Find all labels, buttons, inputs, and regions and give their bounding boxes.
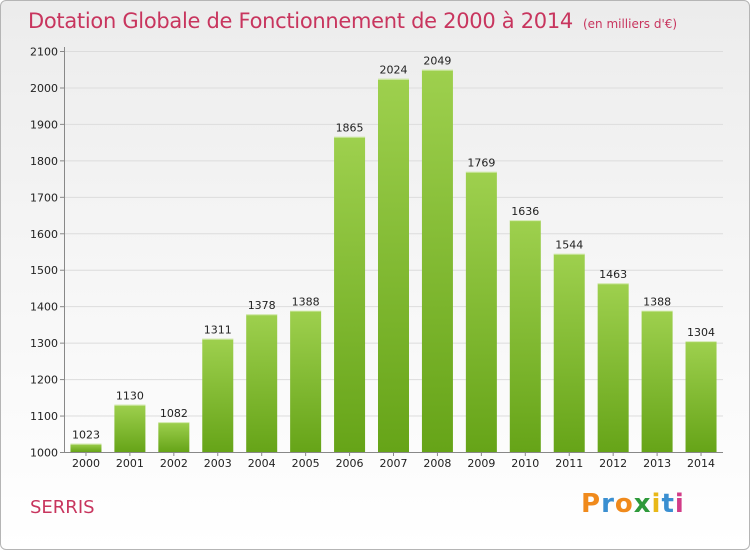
title-block: Dotation Globale de Fonctionnement de 20…: [28, 9, 677, 33]
bar-2004: [246, 314, 278, 452]
x-tick-label: 2004: [248, 457, 276, 470]
bar-2000: [70, 443, 102, 452]
bar-2011: [553, 253, 585, 452]
x-tick-label: 2006: [336, 457, 364, 470]
data-label: 2049: [423, 55, 451, 68]
data-label: 1023: [72, 429, 100, 442]
data-label: 2024: [380, 64, 408, 77]
data-label: 1311: [204, 324, 232, 337]
y-tick-label: 1900: [30, 118, 58, 131]
data-label: 1130: [116, 390, 144, 403]
y-tick-label: 1300: [30, 337, 58, 350]
city-name: SERRIS: [30, 497, 95, 518]
data-label: 1388: [292, 296, 320, 309]
logo-letter: i: [651, 489, 662, 519]
y-tick-label: 1000: [30, 447, 58, 460]
y-tick-label: 1400: [30, 301, 58, 314]
y-tick-label: 1800: [30, 155, 58, 168]
bar-2008: [421, 69, 453, 452]
bar-2014: [685, 341, 717, 452]
x-tick-label: 2012: [599, 457, 627, 470]
proxiti-logo: Proxiti: [581, 489, 685, 519]
x-tick-label: 2008: [423, 457, 451, 470]
data-label: 1378: [248, 299, 276, 312]
bar-2007: [378, 78, 409, 453]
bar-2005: [290, 310, 322, 452]
logo-letter: o: [614, 489, 634, 519]
x-tick-label: 2013: [643, 457, 671, 470]
bar-2010: [509, 220, 541, 452]
x-tick-label: 2003: [204, 457, 232, 470]
x-tick-label: 2005: [292, 457, 320, 470]
x-tick-label: 2001: [116, 457, 144, 470]
data-label: 1769: [467, 157, 495, 170]
logo-letter: x: [633, 489, 652, 519]
data-label: 1636: [511, 205, 539, 218]
logo-letter: r: [601, 489, 615, 519]
bar-2001: [114, 404, 146, 452]
x-tick-label: 2000: [72, 457, 100, 470]
data-label: 1544: [555, 239, 583, 252]
logo-letter: P: [581, 489, 602, 519]
bar-2013: [641, 310, 673, 452]
logo-letter: t: [661, 489, 675, 519]
bar-2002: [158, 422, 190, 452]
bar-2003: [202, 338, 234, 452]
y-tick-label: 1200: [30, 374, 58, 387]
y-tick-label: 1500: [30, 264, 58, 277]
y-tick-label: 1700: [30, 191, 58, 204]
bar-2012: [597, 283, 629, 452]
bar-2009: [465, 171, 497, 452]
y-tick-label: 2000: [30, 82, 58, 95]
y-tick-label: 1100: [30, 410, 58, 423]
unit-label: (en milliers d'€): [582, 17, 678, 31]
x-tick-label: 2014: [687, 457, 715, 470]
data-label: 1304: [687, 326, 715, 339]
data-label: 1865: [336, 122, 364, 135]
chart-title: Dotation Globale de Fonctionnement de 20…: [28, 9, 573, 33]
y-tick-label: 1600: [30, 228, 58, 241]
bar-2006: [334, 136, 366, 452]
x-tick-label: 2011: [555, 457, 583, 470]
x-tick-label: 2009: [467, 457, 495, 470]
x-tick-label: 2010: [511, 457, 539, 470]
data-label: 1388: [643, 296, 671, 309]
data-label: 1463: [599, 268, 627, 281]
y-tick-label: 2100: [30, 46, 58, 59]
data-label: 1082: [160, 407, 188, 420]
logo-letter: i: [674, 489, 685, 519]
x-tick-label: 2007: [380, 457, 408, 470]
x-tick-label: 2002: [160, 457, 188, 470]
